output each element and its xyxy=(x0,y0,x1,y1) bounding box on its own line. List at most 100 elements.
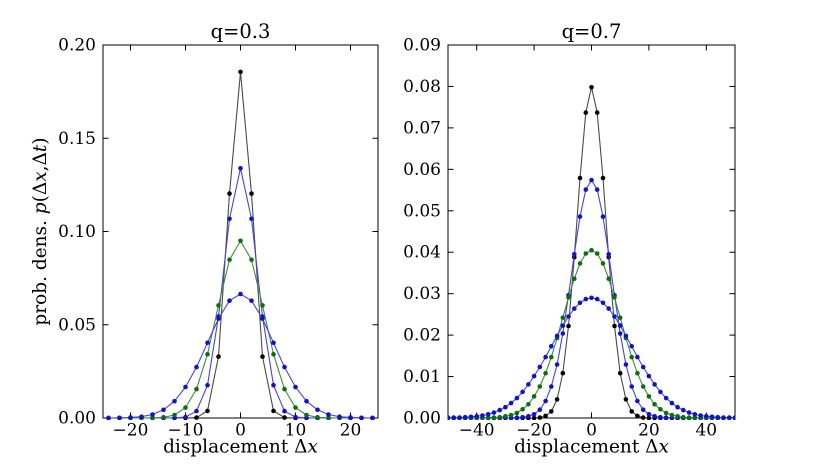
data-point-marker xyxy=(271,382,276,388)
series-line xyxy=(448,249,735,419)
x-tick-label: 40 xyxy=(695,421,717,441)
data-point-marker xyxy=(583,296,589,302)
data-point-marker xyxy=(370,415,375,420)
data-point-marker xyxy=(606,306,611,311)
data-point-marker xyxy=(583,251,589,256)
data-point-marker xyxy=(629,344,634,349)
data-point-marker xyxy=(537,415,543,420)
data-point-marker xyxy=(337,414,342,420)
data-point-marker xyxy=(577,261,583,266)
y-tick-label: 0.09 xyxy=(403,36,441,56)
data-point-marker xyxy=(566,323,571,329)
data-point-marker xyxy=(698,413,703,418)
data-point-marker xyxy=(537,364,543,370)
data-point-marker xyxy=(315,407,320,413)
y-tick-label: 0.15 xyxy=(58,129,96,149)
data-point-marker xyxy=(560,331,566,336)
data-point-marker xyxy=(315,415,320,420)
data-point-marker xyxy=(194,415,199,420)
data-point-marker xyxy=(600,214,606,219)
data-point-marker xyxy=(260,354,265,359)
data-point-marker xyxy=(652,382,657,387)
data-point-marker xyxy=(183,405,188,410)
data-point-marker xyxy=(640,384,646,389)
data-point-marker xyxy=(480,413,485,418)
data-point-marker xyxy=(663,395,669,401)
x-tick-label: 0 xyxy=(586,421,597,441)
data-point-marker xyxy=(554,362,560,367)
data-point-marker xyxy=(447,415,451,420)
data-point-marker xyxy=(485,412,491,417)
data-point-marker xyxy=(491,415,497,420)
data-point-marker xyxy=(531,412,537,417)
data-point-marker xyxy=(249,216,254,222)
x-axis-label: displacement Δx xyxy=(514,437,669,458)
data-point-marker xyxy=(293,405,298,410)
data-point-marker xyxy=(531,415,537,420)
data-point-marker xyxy=(468,414,474,420)
data-point-marker xyxy=(497,414,503,420)
data-point-marker xyxy=(692,412,698,417)
series-2-green xyxy=(106,238,375,420)
data-point-marker xyxy=(617,331,623,336)
data-point-marker xyxy=(537,384,543,389)
data-point-marker xyxy=(526,414,531,419)
series-line xyxy=(448,297,735,419)
data-point-marker xyxy=(194,364,199,370)
data-point-marker xyxy=(635,370,640,376)
data-point-marker xyxy=(554,397,560,402)
data-point-marker xyxy=(514,410,520,416)
data-point-marker xyxy=(589,177,594,183)
data-point-marker xyxy=(566,314,571,319)
data-point-marker xyxy=(572,276,577,282)
data-point-marker xyxy=(216,354,221,359)
data-point-marker xyxy=(216,316,221,321)
data-point-marker xyxy=(271,351,276,357)
panel-title: q=0.7 xyxy=(562,20,622,43)
data-point-marker xyxy=(238,166,243,171)
data-point-marker xyxy=(543,354,548,360)
data-point-marker xyxy=(681,407,686,413)
series-3-blue xyxy=(106,291,375,420)
x-tick-label: −20 xyxy=(113,421,149,441)
data-point-marker xyxy=(583,187,589,192)
data-point-marker xyxy=(623,397,629,402)
data-point-marker xyxy=(514,415,520,420)
data-point-marker xyxy=(205,340,210,346)
data-point-marker xyxy=(526,402,531,407)
data-point-marker xyxy=(606,276,611,282)
data-point-marker xyxy=(589,295,594,301)
data-point-marker xyxy=(451,415,457,420)
x-tick-label: −10 xyxy=(168,421,204,441)
series-0-black xyxy=(106,69,375,420)
data-point-marker xyxy=(635,398,640,404)
data-point-marker xyxy=(194,386,199,392)
data-point-marker xyxy=(566,295,571,300)
data-point-marker xyxy=(675,404,680,410)
data-point-marker xyxy=(594,251,600,256)
x-tick-label: 20 xyxy=(638,421,660,441)
y-tick-label: 0.04 xyxy=(403,243,441,263)
data-point-marker xyxy=(560,323,566,328)
data-point-marker xyxy=(606,252,611,257)
data-point-marker xyxy=(497,407,503,413)
data-point-marker xyxy=(282,364,287,370)
series-line xyxy=(108,239,373,419)
data-point-marker xyxy=(216,303,221,308)
data-point-marker xyxy=(508,412,514,418)
data-point-marker xyxy=(577,175,583,181)
x-tick-label: 20 xyxy=(340,421,362,441)
data-point-marker xyxy=(227,191,232,196)
data-point-marker xyxy=(282,386,287,392)
data-point-marker xyxy=(583,110,589,115)
data-point-marker xyxy=(635,413,640,419)
series-line xyxy=(448,87,735,419)
data-point-marker xyxy=(629,384,634,389)
axes-frame xyxy=(447,44,736,419)
data-point-marker xyxy=(183,384,188,390)
x-axis-label: displacement Δx xyxy=(163,437,318,458)
data-point-marker xyxy=(600,261,606,266)
data-point-marker xyxy=(249,257,254,263)
data-point-marker xyxy=(282,415,287,420)
axes-frame xyxy=(102,44,379,419)
